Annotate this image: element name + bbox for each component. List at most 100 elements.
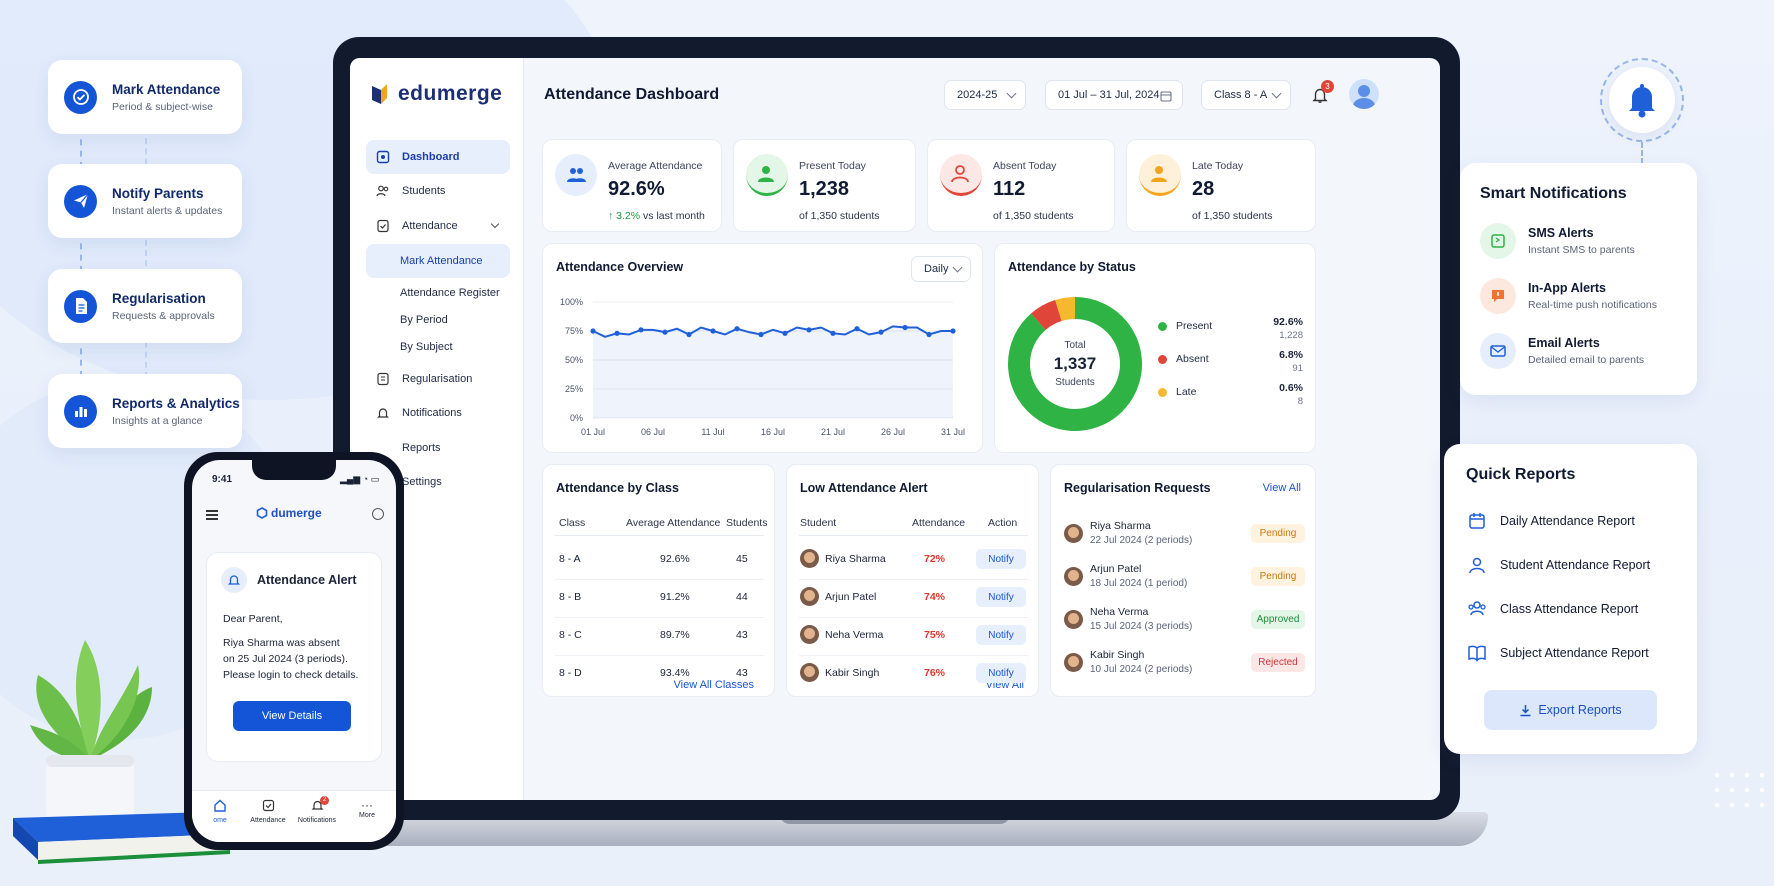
export-reports-button[interactable]: Export Reports: [1484, 690, 1657, 730]
tab-label: More: [359, 812, 375, 819]
data-point[interactable]: [830, 330, 836, 336]
tab-attendance[interactable]: Attendance: [246, 799, 290, 824]
sidebar-item-label: By Period: [400, 314, 448, 326]
sidebar-item-label: Regularisation: [402, 373, 473, 385]
stat-label: Average Attendance: [608, 160, 703, 172]
data-point[interactable]: [902, 324, 908, 331]
data-point[interactable]: [734, 326, 740, 332]
sidebar-item-label: Mark Attendance: [400, 255, 483, 267]
sidebar-item-notifications[interactable]: Notifications: [366, 396, 510, 430]
more-icon: ···: [361, 798, 373, 812]
students-cell: 43: [736, 667, 748, 679]
sidebar-item-students[interactable]: Students: [366, 174, 510, 208]
sidebar-item-reports[interactable]: Reports: [366, 431, 510, 465]
feature-card-mark-attendance[interactable]: Mark Attendance Period & subject-wise: [48, 60, 242, 134]
home-icon: [214, 799, 226, 812]
table-row: Arjun Patel 74% Notify: [799, 583, 1028, 617]
feature-card-notify-parents[interactable]: Notify Parents Instant alerts & updates: [48, 164, 242, 238]
connector-line: [1641, 142, 1643, 164]
date-range-picker[interactable]: 01 Jul – 31 Jul, 2024: [1045, 80, 1183, 110]
tab-home[interactable]: ome: [200, 799, 240, 824]
sms-alerts-item[interactable]: SMS Alerts Instant SMS to parents: [1480, 221, 1635, 261]
x-tick-label: 06 Jul: [641, 427, 665, 437]
legend-dot: [1158, 388, 1167, 397]
data-point[interactable]: [806, 327, 812, 333]
data-point[interactable]: [926, 331, 932, 338]
data-point[interactable]: [854, 326, 860, 332]
tab-badge: 2: [320, 796, 329, 805]
period-select[interactable]: Daily: [911, 256, 971, 282]
refresh-icon[interactable]: [372, 508, 384, 520]
data-point[interactable]: [950, 328, 956, 334]
subject-attendance-report-link[interactable]: Subject Attendance Report: [1466, 642, 1649, 664]
list-item[interactable]: Arjun Patel 18 Jul 2024 (1 period) Pending: [1063, 558, 1305, 596]
email-alerts-item[interactable]: Email Alerts Detailed email to parents: [1480, 331, 1644, 371]
notify-button[interactable]: Notify: [976, 587, 1026, 607]
notify-button[interactable]: Notify: [976, 625, 1026, 645]
in-app-alerts-item[interactable]: In-App Alerts Real-time push notification…: [1480, 276, 1657, 316]
table-row: 8 - D 93.4% 43: [555, 659, 764, 693]
data-point[interactable]: [878, 329, 884, 335]
donut-slice-absent[interactable]: [1031, 300, 1063, 331]
data-point[interactable]: [710, 328, 716, 334]
data-point[interactable]: [686, 331, 692, 338]
year-select[interactable]: 2024-25: [944, 80, 1026, 110]
data-point[interactable]: [590, 328, 596, 334]
data-point[interactable]: [614, 330, 620, 336]
donut-slice-present[interactable]: [1008, 297, 1142, 431]
sidebar-item-attendance[interactable]: Attendance: [366, 209, 510, 243]
daily-attendance-report-link[interactable]: Daily Attendance Report: [1466, 510, 1635, 532]
notify-button[interactable]: Notify: [976, 549, 1026, 569]
class-select[interactable]: Class 8 - A: [1201, 80, 1291, 110]
low-attendance-alert-card: Low Attendance Alert Student Attendance …: [786, 464, 1039, 697]
student-name: Arjun Patel: [825, 591, 877, 603]
data-point[interactable]: [782, 330, 788, 336]
sidebar-item-label: Notifications: [402, 407, 462, 419]
sidebar-item-label: Settings: [402, 476, 442, 488]
student-attendance-report-link[interactable]: Student Attendance Report: [1466, 554, 1650, 576]
attendance-cell: 76%: [924, 667, 946, 679]
sidebar-item-by-period[interactable]: By Period: [366, 303, 510, 337]
tab-notifications[interactable]: 2 Notifications: [292, 796, 342, 824]
donut-slice-late[interactable]: [1055, 297, 1076, 322]
attendance-icon: [262, 799, 274, 812]
data-point[interactable]: [662, 329, 668, 335]
row-divider: [555, 655, 764, 656]
notifications-button[interactable]: 3: [1312, 80, 1334, 104]
sidebar-item-settings[interactable]: Settings: [366, 465, 510, 499]
list-item[interactable]: Neha Verma 15 Jul 2024 (3 periods) Approve…: [1063, 601, 1305, 639]
sidebar-item-regularisation[interactable]: Regularisation: [366, 362, 510, 396]
edumerge-logo[interactable]: edumerge: [370, 82, 502, 106]
view-details-button[interactable]: View Details: [233, 701, 351, 731]
feature-card-reports-analytics[interactable]: Reports & Analytics Insights at a glance: [48, 374, 242, 448]
list-item[interactable]: Kabir Singh 10 Jul 2024 (2 periods) Reject…: [1063, 644, 1305, 682]
sidebar-item-mark-attendance[interactable]: Mark Attendance: [366, 244, 510, 278]
notification-title: In-App Alerts: [1528, 281, 1607, 295]
row-divider: [799, 617, 1028, 618]
menu-icon[interactable]: [206, 510, 218, 520]
sidebar-item-dashboard[interactable]: Dashboard: [366, 140, 510, 174]
avatar[interactable]: [1349, 79, 1379, 109]
sidebar-item-by-subject[interactable]: By Subject: [366, 330, 510, 364]
column-header: Average Attendance: [626, 517, 721, 529]
view-all-classes-link[interactable]: View All Classes: [673, 679, 755, 691]
smart-notifications-panel: Smart Notifications SMS Alerts Instant SM…: [1460, 163, 1697, 395]
list-item[interactable]: Riya Sharma 22 Jul 2024 (2 periods) Pendin…: [1063, 515, 1305, 553]
request-date: 10 Jul 2024 (2 periods): [1090, 664, 1193, 675]
chevron-down-icon: [952, 262, 963, 273]
bell-icon: [311, 800, 323, 810]
class-attendance-report-link[interactable]: Class Attendance Report: [1466, 598, 1638, 620]
data-point[interactable]: [758, 331, 764, 338]
view-all-requests-link[interactable]: View All: [1262, 482, 1301, 494]
tab-more[interactable]: ··· More: [346, 798, 388, 820]
stat-label: Present Today: [799, 160, 866, 172]
trend-value: ↑ 3.2%: [608, 210, 641, 222]
feature-card-regularisation[interactable]: Regularisation Requests & approvals: [48, 269, 242, 343]
card-title: Regularisation Requests: [1064, 481, 1211, 495]
sidebar-item-attendance-register[interactable]: Attendance Register: [366, 276, 510, 310]
notification-sub: Instant SMS to parents: [1528, 244, 1635, 256]
stat-card-late-today: Late Today 28 of 1,350 students: [1126, 139, 1316, 232]
data-point[interactable]: [638, 327, 644, 333]
dashboard-screen: edumerge Dashboard Students Attendance M…: [350, 58, 1440, 800]
notify-button[interactable]: Notify: [976, 663, 1026, 683]
